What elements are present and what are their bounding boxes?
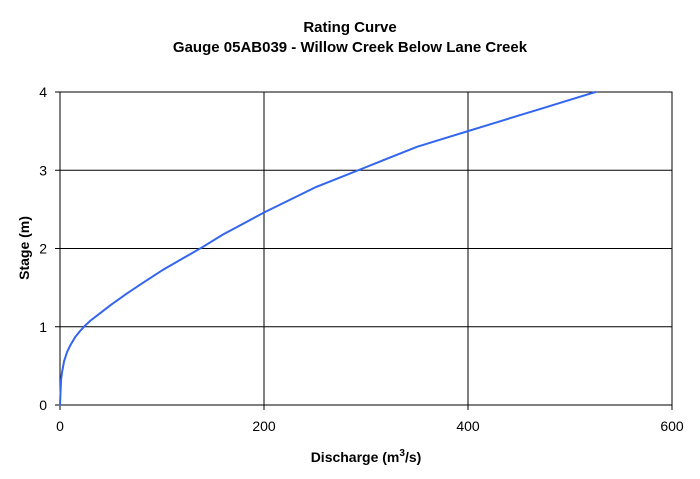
y-axis-title: Stage (m)	[16, 216, 32, 280]
chart-title: Rating Curve	[303, 19, 397, 36]
chart-subtitle: Gauge 05AB039 - Willow Creek Below Lane …	[172, 39, 528, 56]
x-tick-label: 0	[56, 418, 64, 434]
gridlines	[55, 91, 673, 410]
y-tick-label: 1	[39, 319, 47, 335]
chart-title-block: Rating Curve Gauge 05AB039 - Willow Cree…	[0, 18, 700, 58]
x-tick-label: 200	[252, 418, 276, 434]
series-group	[59, 91, 597, 406]
x-tick-label: 600	[660, 418, 684, 434]
rating-curve-line	[59, 91, 597, 406]
y-tick-label: 0	[39, 397, 47, 413]
y-tick-label: 4	[39, 84, 47, 100]
x-axis-title: Discharge (m3/s)	[311, 448, 422, 465]
tick-labels: 0 200 400 600 0 1 2 3 4	[39, 84, 684, 434]
y-tick-label: 3	[39, 162, 47, 178]
y-tick-label: 2	[39, 241, 47, 257]
x-tick-label: 400	[456, 418, 480, 434]
